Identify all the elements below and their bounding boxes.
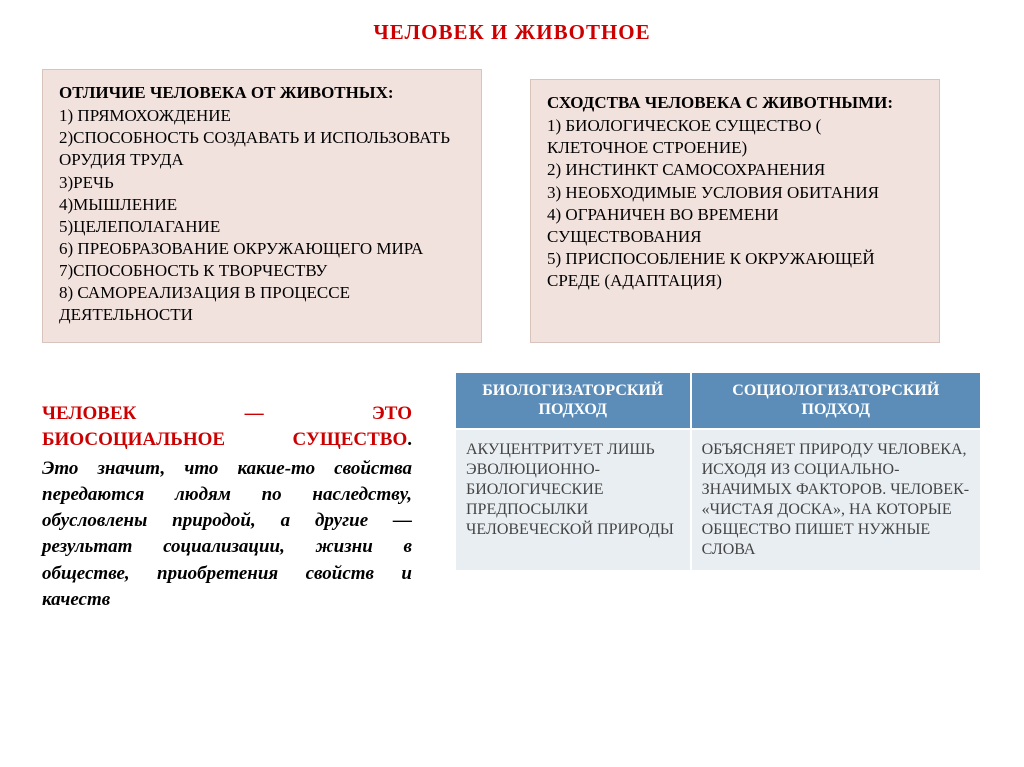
definition-body: Это значит, что какие-то свойства переда… bbox=[42, 458, 412, 610]
approaches-table-wrap: БИОЛОГИЗАТОРСКИЙ ПОДХОД СОЦИОЛОГИЗАТОРСК… bbox=[454, 371, 982, 613]
differences-heading: ОТЛИЧИЕ ЧЕЛОВЕКА ОТ ЖИВОТНЫХ: bbox=[59, 82, 465, 103]
similarities-heading: СХОДСТВА ЧЕЛОВЕКА С ЖИВОТНЫМИ: bbox=[547, 92, 923, 113]
bottom-row: ЧЕЛОВЕК — ЭТО БИОСОЦИАЛЬНОЕ СУЩЕСТВО. Эт… bbox=[42, 371, 982, 613]
similarities-list: 1) БИОЛОГИЧЕСКОЕ СУЩЕСТВО ( КЛЕТОЧНОЕ СТ… bbox=[547, 115, 923, 292]
definition-lead-w1: ЧЕЛОВЕК bbox=[42, 401, 136, 427]
definition-lead-w3: ЭТО bbox=[372, 401, 412, 427]
definition-lead2-w1: БИОСОЦИАЛЬНОЕ bbox=[42, 427, 225, 453]
differences-box: ОТЛИЧИЕ ЧЕЛОВЕКА ОТ ЖИВОТНЫХ: 1) ПРЯМОХО… bbox=[42, 69, 482, 343]
differences-list: 1) ПРЯМОХОЖДЕНИЕ 2)СПОСОБНОСТЬ СОЗДАВАТЬ… bbox=[59, 105, 465, 326]
table-cell-socio: ОБЪЯСНЯЕТ ПРИРОДУ ЧЕЛОВЕКА, ИСХОДЯ ИЗ СО… bbox=[691, 429, 981, 571]
comparison-row: ОТЛИЧИЕ ЧЕЛОВЕКА ОТ ЖИВОТНЫХ: 1) ПРЯМОХО… bbox=[42, 69, 982, 343]
table-row: АКУЦЕНТРИТУЕТ ЛИШЬ ЭВОЛЮЦИОННО-БИОЛОГИЧЕ… bbox=[455, 429, 981, 571]
table-cell-bio: АКУЦЕНТРИТУЕТ ЛИШЬ ЭВОЛЮЦИОННО-БИОЛОГИЧЕ… bbox=[455, 429, 691, 571]
definition-text: ЧЕЛОВЕК — ЭТО БИОСОЦИАЛЬНОЕ СУЩЕСТВО. Эт… bbox=[42, 371, 412, 613]
definition-period: . bbox=[407, 429, 412, 450]
table-header-bio: БИОЛОГИЗАТОРСКИЙ ПОДХОД bbox=[455, 372, 691, 428]
page-title: ЧЕЛОВЕК И ЖИВОТНОЕ bbox=[42, 20, 982, 45]
approaches-table: БИОЛОГИЗАТОРСКИЙ ПОДХОД СОЦИОЛОГИЗАТОРСК… bbox=[454, 371, 982, 571]
definition-lead-w2: — bbox=[245, 401, 264, 427]
definition-lead2-w2: СУЩЕСТВО bbox=[292, 429, 407, 450]
similarities-box: СХОДСТВА ЧЕЛОВЕКА С ЖИВОТНЫМИ: 1) БИОЛОГ… bbox=[530, 79, 940, 343]
table-header-socio: СОЦИОЛОГИЗАТОРСКИЙ ПОДХОД bbox=[691, 372, 981, 428]
